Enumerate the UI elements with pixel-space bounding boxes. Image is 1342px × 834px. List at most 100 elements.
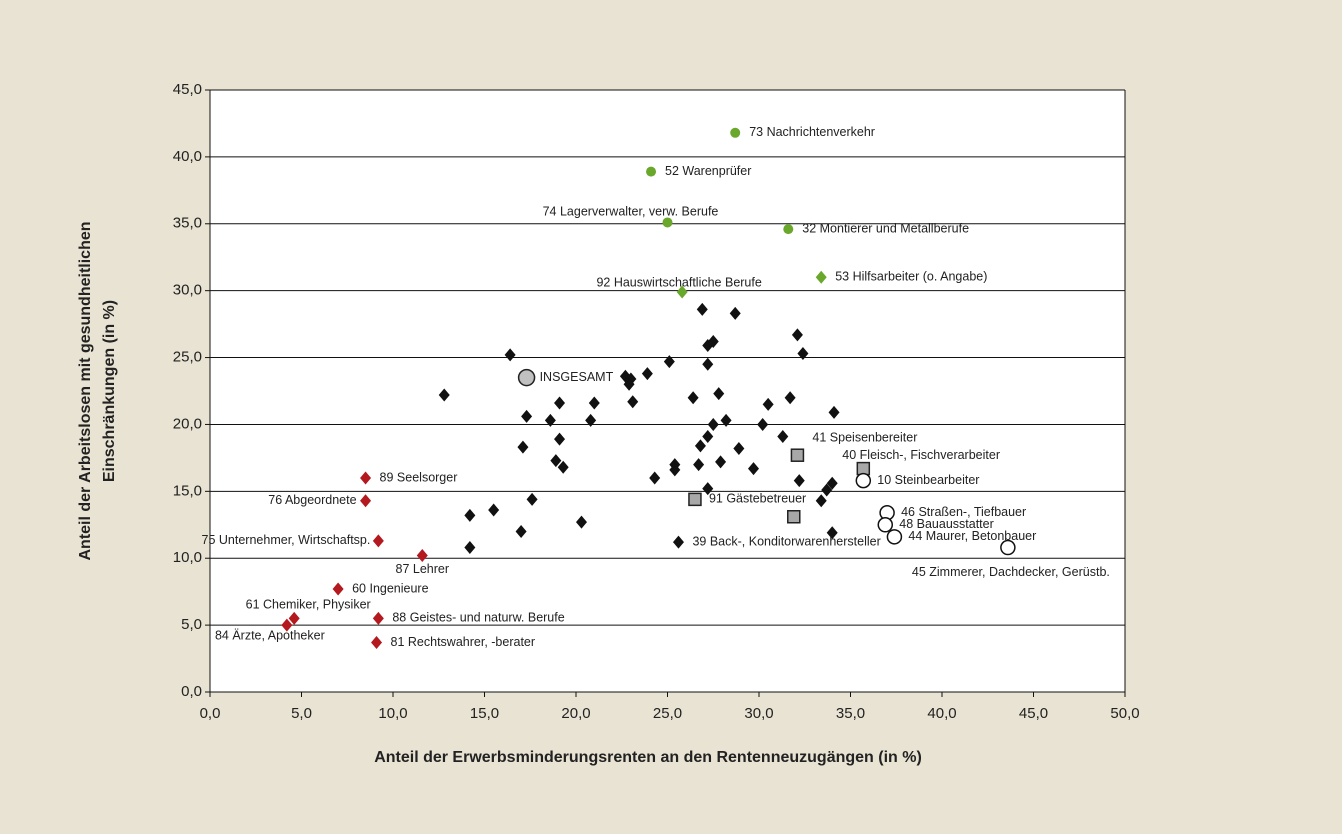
- y-tick-label: 15,0: [173, 482, 202, 499]
- point: [662, 217, 673, 228]
- point-label: 53 Hilfsarbeiter (o. Angabe): [835, 270, 987, 284]
- point-label: 81 Rechtswahrer, -berater: [391, 635, 536, 649]
- x-tick-label: 50,0: [1110, 705, 1139, 722]
- point-label: 75 Unternehmer, Wirtschaftsp.: [202, 533, 371, 547]
- point: [464, 508, 476, 522]
- point: [438, 388, 450, 402]
- point: [730, 127, 741, 138]
- y-axis-title: Anteil der Arbeitslosen mit gesundheitli…: [77, 221, 118, 560]
- point: [649, 471, 661, 485]
- point: [748, 462, 760, 476]
- point: [550, 454, 562, 468]
- point: [627, 395, 639, 409]
- y-tick-label: 35,0: [173, 215, 202, 232]
- point: [515, 524, 527, 538]
- point-label: 46 Straßen-, Tiefbauer: [901, 505, 1026, 519]
- point: [554, 396, 566, 410]
- plot-area: [210, 90, 1125, 692]
- point: [729, 306, 741, 320]
- point: [815, 270, 827, 284]
- point: [707, 417, 719, 431]
- point-label: 32 Montierer und Metallberufe: [802, 221, 969, 235]
- point: [826, 476, 838, 490]
- point: [372, 611, 384, 625]
- point: [464, 541, 476, 555]
- point-label: 39 Back-, Konditorwarenhersteller: [692, 534, 880, 548]
- point: [707, 335, 719, 349]
- point: [777, 429, 789, 443]
- point: [663, 355, 675, 369]
- point: [623, 377, 635, 391]
- point: [641, 367, 653, 381]
- x-tick-label: 20,0: [561, 705, 590, 722]
- x-tick-label: 30,0: [744, 705, 773, 722]
- point: [713, 387, 725, 401]
- point-label: 44 Maurer, Betonbauer: [908, 529, 1036, 543]
- point: [517, 440, 529, 454]
- point: [886, 529, 903, 545]
- point: [733, 442, 745, 456]
- y-tick-label: 0,0: [181, 683, 202, 700]
- point: [557, 460, 569, 474]
- point: [791, 328, 803, 342]
- point: [504, 348, 516, 362]
- point: [815, 494, 827, 508]
- point: [281, 618, 293, 632]
- point: [787, 510, 801, 524]
- point: [856, 461, 871, 476]
- point: [517, 368, 536, 387]
- point-label: 84 Ärzte, Apotheker: [215, 628, 325, 642]
- x-tick-label: 45,0: [1019, 705, 1048, 722]
- point-label: 74 Lagerverwalter, verw. Berufe: [543, 205, 719, 219]
- y-axis-title-line: Einschränkungen (in %): [101, 300, 118, 482]
- point: [372, 534, 384, 548]
- point-label: 76 Abgeordnete: [268, 493, 356, 507]
- y-tick-label: 40,0: [173, 148, 202, 165]
- point: [797, 347, 809, 361]
- point: [554, 432, 566, 446]
- point: [360, 471, 372, 485]
- point-label: 45 Zimmerer, Dachdecker, Gerüstb.: [912, 565, 1110, 579]
- x-tick-label: 10,0: [378, 705, 407, 722]
- point: [821, 483, 833, 497]
- point: [1000, 539, 1016, 556]
- point: [416, 549, 428, 563]
- point: [585, 413, 597, 427]
- point: [790, 448, 805, 462]
- point: [288, 611, 300, 625]
- y-tick-label: 10,0: [173, 549, 202, 566]
- y-tick-label: 5,0: [181, 616, 202, 633]
- point: [793, 474, 805, 488]
- y-tick-label: 45,0: [173, 81, 202, 98]
- point: [371, 636, 383, 650]
- y-tick-label: 25,0: [173, 349, 202, 366]
- y-tick-label: 30,0: [173, 282, 202, 299]
- point-label: 92 Hauswirtschaftliche Berufe: [596, 275, 761, 289]
- point-label: 60 Ingenieure: [352, 581, 429, 595]
- point: [826, 526, 838, 540]
- point: [672, 535, 684, 549]
- point: [702, 482, 714, 496]
- point-label: 88 Geistes- und naturw. Berufe: [392, 611, 564, 625]
- point-label: 61 Chemiker, Physiker: [246, 598, 371, 612]
- point: [669, 463, 681, 477]
- point: [687, 391, 699, 405]
- y-tick-label: 20,0: [173, 415, 202, 432]
- point: [693, 458, 705, 472]
- x-tick-label: 35,0: [836, 705, 865, 722]
- point: [877, 517, 894, 533]
- point: [575, 515, 587, 529]
- point: [757, 417, 769, 431]
- point: [702, 429, 714, 443]
- point-label: 48 Bauausstatter: [899, 517, 994, 531]
- x-tick-label: 0,0: [200, 705, 221, 722]
- point: [783, 224, 794, 235]
- x-tick-label: 15,0: [470, 705, 499, 722]
- point-label: INSGESAMT: [540, 370, 614, 384]
- point-label: 89 Seelsorger: [380, 470, 458, 484]
- point-label: 87 Lehrer: [396, 562, 450, 576]
- point: [332, 582, 344, 596]
- x-axis-title: Anteil der Erwerbsminderungsrenten an de…: [374, 749, 922, 766]
- point: [526, 492, 538, 506]
